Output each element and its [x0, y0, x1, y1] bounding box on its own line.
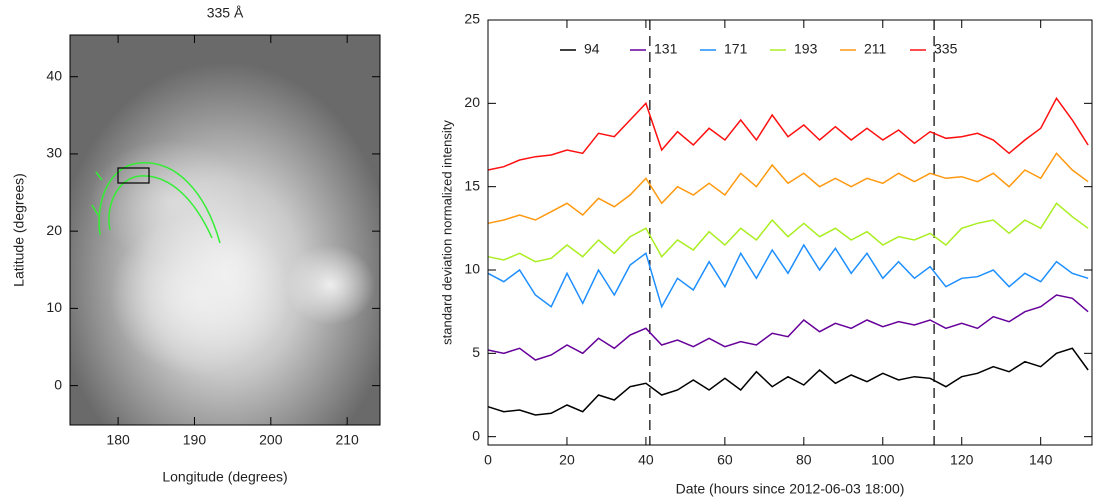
x-tick-label: 200 — [259, 432, 283, 448]
y-tick-label: 40 — [46, 67, 62, 83]
plot-frame — [487, 19, 1093, 446]
x-tick-label: 20 — [559, 452, 575, 468]
y-tick-label: 15 — [464, 177, 480, 193]
x-tick-label: 210 — [335, 432, 359, 448]
x-tick-label: 100 — [871, 452, 895, 468]
solar-image — [70, 35, 380, 425]
loop-contour — [91, 162, 221, 244]
chart-title: 335 Å — [207, 5, 244, 21]
y-tick-label: 10 — [46, 299, 62, 315]
y-tick-label: 0 — [54, 376, 62, 392]
series-line — [487, 294, 1089, 361]
y-axis-label: standard deviation normalized intensity — [439, 120, 454, 345]
legend-label: 131 — [654, 41, 678, 57]
series-line — [487, 243, 1089, 309]
x-tick-label: 0 — [484, 452, 492, 468]
y-tick-label: 20 — [46, 222, 62, 238]
series-line — [487, 202, 1089, 263]
y-axis-label: Latitude (degrees) — [11, 173, 27, 287]
x-tick-label: 180 — [106, 432, 130, 448]
y-tick-label: 5 — [472, 344, 480, 360]
y-tick-label: 10 — [464, 261, 480, 277]
legend-label: 211 — [864, 41, 887, 57]
x-axis-label: Longitude (degrees) — [162, 469, 287, 485]
x-tick-label: 40 — [638, 452, 654, 468]
x-tick-label: 60 — [717, 452, 733, 468]
series-line — [487, 96, 1089, 171]
y-tick-label: 20 — [464, 94, 480, 110]
x-tick-label: 190 — [183, 432, 207, 448]
x-tick-label: 140 — [1029, 452, 1053, 468]
legend-label: 94 — [584, 41, 600, 57]
y-tick-label: 30 — [46, 145, 62, 161]
x-axis-label: Date (hours since 2012-06-03 18:00) — [676, 481, 905, 497]
series-line — [487, 152, 1089, 225]
x-tick-label: 80 — [796, 452, 812, 468]
y-tick-label: 25 — [464, 11, 480, 27]
series-line — [487, 347, 1089, 416]
y-tick-label: 0 — [472, 427, 480, 443]
selection-box — [117, 167, 150, 184]
legend-label: 171 — [724, 41, 748, 57]
legend-label: 335 — [934, 41, 958, 57]
x-tick-label: 120 — [950, 452, 974, 468]
legend-label: 193 — [794, 41, 818, 57]
plot-frame — [69, 34, 381, 426]
